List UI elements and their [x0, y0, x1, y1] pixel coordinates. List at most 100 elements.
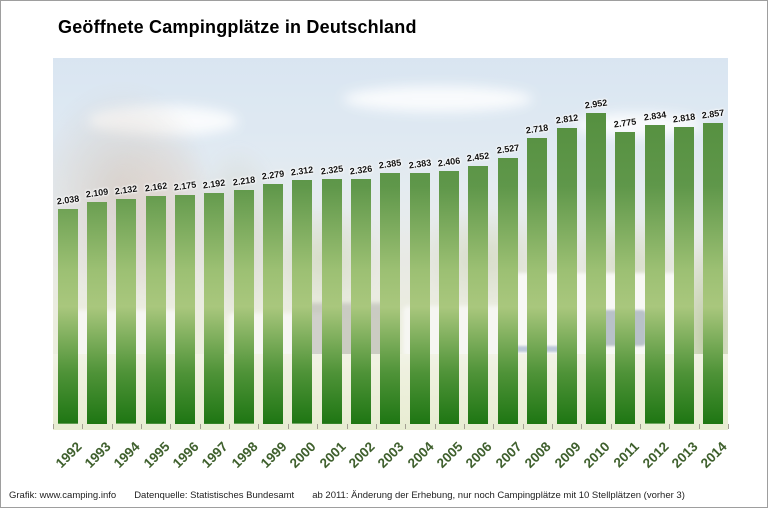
bar — [233, 190, 254, 424]
bar — [468, 165, 489, 424]
bar-value-label: 2.834 — [642, 109, 667, 123]
axis-tick — [581, 424, 583, 429]
bar — [116, 199, 137, 424]
bar — [145, 196, 166, 424]
axis-tick — [434, 424, 436, 429]
bar — [351, 179, 372, 424]
bar-column: 2.279 — [258, 58, 287, 424]
axis-tick — [375, 424, 377, 429]
cloud-shape — [343, 86, 533, 112]
bar-value-label: 2.162 — [143, 180, 168, 194]
x-axis-label: 2013 — [668, 439, 701, 471]
bar — [439, 170, 460, 424]
axis-tick — [141, 424, 142, 429]
x-axis-label: 2008 — [521, 439, 554, 471]
bar-value-label: 2.812 — [554, 112, 579, 126]
footer-credit: Grafik: www.camping.info — [9, 490, 117, 501]
x-axis: 1992 1993 1994 1995 1996 1997 1998 1999 2000 2001… — [52, 433, 730, 485]
axis-tick — [111, 424, 113, 429]
x-axis-label: 1998 — [228, 439, 261, 471]
bar-column: 2.038 — [53, 58, 82, 424]
bar-value-label: 2.383 — [407, 157, 432, 171]
x-axis-label: 2010 — [580, 439, 613, 471]
axis-tick — [53, 424, 54, 429]
x-axis-label: 2012 — [639, 439, 672, 471]
bar-column: 2.718 — [523, 58, 552, 424]
bar-value-label: 2.775 — [613, 116, 638, 130]
bar-value-label: 2.385 — [378, 157, 403, 171]
axis-tick — [669, 424, 671, 429]
bar-column: 2.452 — [464, 58, 493, 424]
bar — [527, 137, 548, 424]
bar-value-label: 2.452 — [466, 150, 491, 164]
footer-note: ab 2011: Änderung der Erhebung, nur noch… — [312, 490, 685, 501]
bar-column: 2.775 — [611, 58, 640, 424]
x-axis-label: 1999 — [257, 439, 290, 471]
bar-column: 2.192 — [200, 58, 229, 424]
bar — [673, 127, 694, 424]
x-axis-label: 2002 — [345, 439, 378, 471]
bar — [87, 201, 108, 424]
bar-value-label: 2.109 — [85, 186, 109, 200]
bar-value-label: 2.312 — [290, 164, 315, 178]
bar-value-label: 2.718 — [525, 122, 550, 136]
axis-tick — [317, 424, 319, 429]
axis-tick — [258, 424, 260, 429]
axis-tick — [551, 424, 553, 429]
bar-column: 2.812 — [552, 58, 581, 424]
axis-tick — [346, 424, 348, 429]
bar-value-label: 2.818 — [672, 111, 696, 125]
axis-tick — [405, 424, 407, 429]
bar-column: 2.406 — [434, 58, 463, 424]
bar — [380, 172, 401, 424]
bar — [585, 113, 606, 424]
bar-column: 2.218 — [229, 58, 258, 424]
plot-area: 2.038 2.109 2.132 2.162 2.175 2.192 2.218 2.279… — [53, 58, 729, 430]
bar-value-label: 2.132 — [114, 183, 139, 197]
bar — [644, 125, 665, 424]
x-axis-label: 1994 — [111, 439, 144, 471]
bar-value-label: 2.527 — [495, 142, 520, 156]
bar-column: 2.132 — [112, 58, 141, 424]
bar — [409, 173, 430, 424]
axis-tick — [229, 424, 231, 429]
x-axis-label: 2014 — [698, 439, 730, 471]
bar — [263, 183, 284, 424]
axis-tick — [522, 424, 524, 429]
bar-column: 2.857 — [699, 58, 728, 424]
bar-value-label: 2.192 — [202, 177, 227, 191]
x-axis-label: 2004 — [404, 439, 437, 471]
bar-value-label: 2.326 — [349, 163, 373, 177]
bar — [556, 127, 577, 424]
footer-source: Datenquelle: Statistisches Bundesamt — [134, 490, 295, 501]
bar-column: 2.175 — [170, 58, 199, 424]
bar-column: 2.952 — [581, 58, 610, 424]
axis-tick — [728, 424, 729, 429]
bar — [292, 180, 313, 424]
bar-value-label: 2.325 — [319, 163, 344, 177]
chart-title: Geöffnete Campingplätze in Deutschland — [58, 17, 417, 37]
bar — [204, 193, 225, 424]
bar-column: 2.162 — [141, 58, 170, 424]
x-axis-label: 1995 — [140, 439, 173, 471]
axis-tick — [610, 424, 612, 429]
bar-column: 2.834 — [640, 58, 669, 424]
x-axis-label: 1992 — [52, 439, 85, 471]
axis-tick — [170, 424, 172, 429]
x-axis-label: 2000 — [287, 439, 320, 471]
x-axis-label: 2011 — [610, 439, 642, 471]
x-axis-label: 1996 — [169, 439, 202, 471]
bar-column: 2.818 — [669, 58, 698, 424]
bar-value-label: 2.857 — [701, 107, 726, 121]
bar — [615, 131, 636, 424]
bar-value-label: 2.218 — [231, 174, 256, 188]
bar — [703, 123, 724, 424]
bar — [175, 194, 196, 424]
bar-value-label: 2.175 — [173, 179, 197, 193]
bar-column: 2.326 — [346, 58, 375, 424]
axis-tick — [493, 424, 495, 429]
axis-tick — [640, 424, 641, 429]
bar-column: 2.325 — [317, 58, 346, 424]
x-axis-label: 2001 — [316, 439, 349, 471]
